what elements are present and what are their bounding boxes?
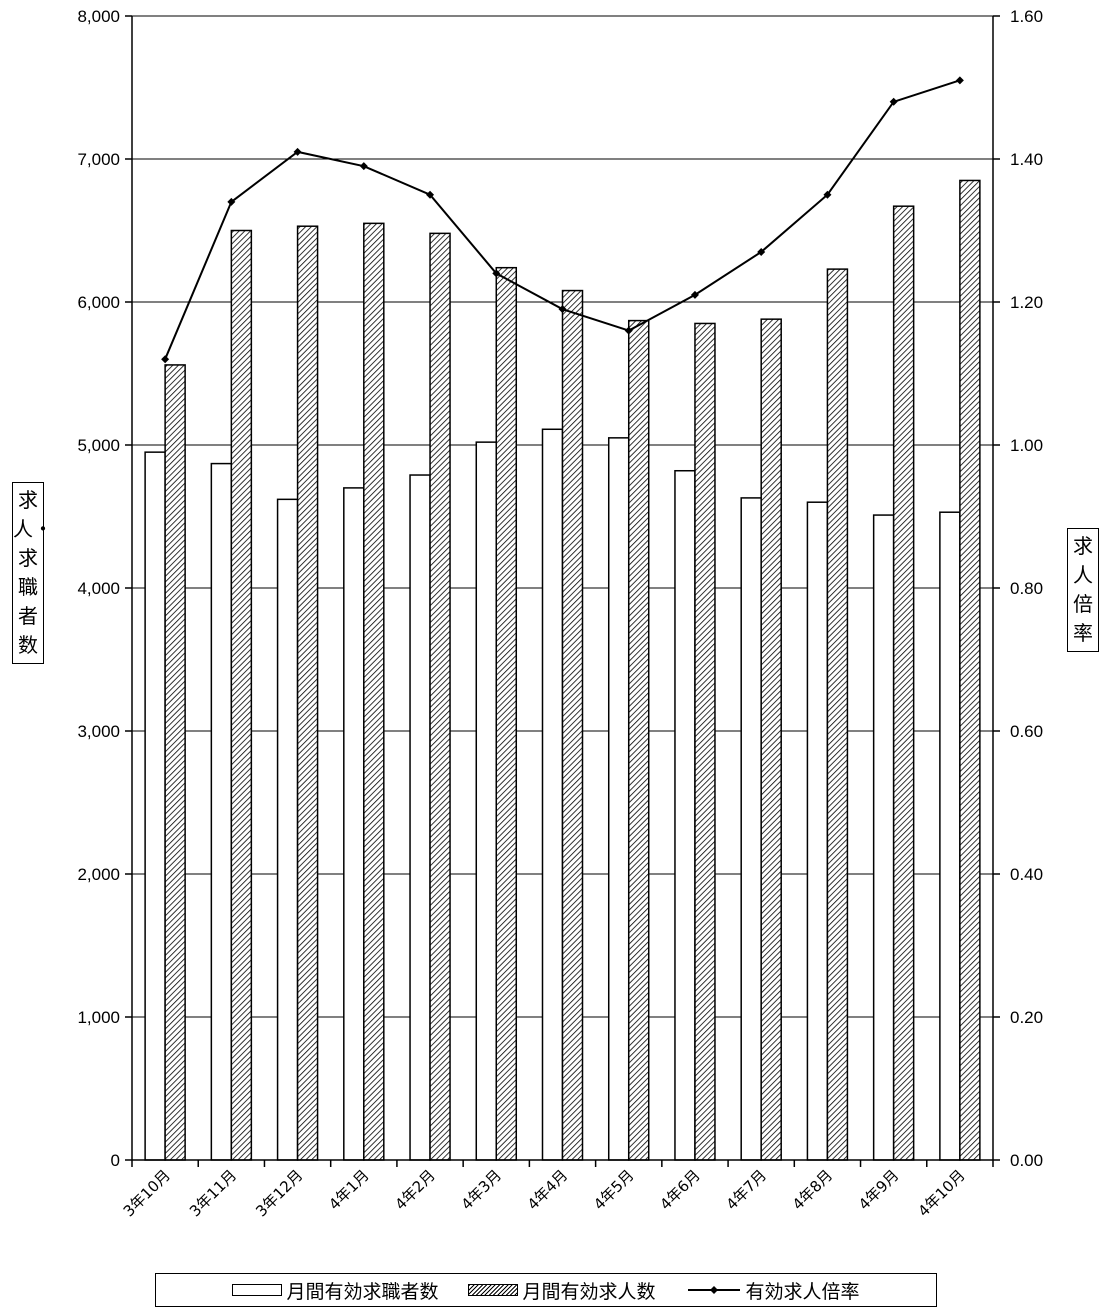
ratio-point bbox=[293, 147, 302, 156]
ratio-point bbox=[359, 162, 368, 171]
x-tick-label: 4年3月 bbox=[458, 1166, 505, 1213]
legend-label: 有効求人倍率 bbox=[745, 1280, 860, 1303]
legend-item-ratio: 有効求人倍率 bbox=[686, 1277, 860, 1304]
legend-label: 月間有効求人数 bbox=[522, 1280, 656, 1303]
x-tick-label: 4年8月 bbox=[789, 1166, 836, 1213]
bar-job-seekers bbox=[343, 487, 365, 1161]
x-tick-label: 4年7月 bbox=[723, 1166, 770, 1213]
y-tick-label: 5,000 bbox=[77, 436, 120, 455]
bar-job-seekers bbox=[475, 441, 498, 1161]
bar-job-seekers bbox=[409, 474, 431, 1161]
y2-tick-label: 0.80 bbox=[1010, 579, 1043, 598]
x-tick-label: 4年4月 bbox=[524, 1166, 571, 1213]
bar-job-seekers bbox=[740, 497, 762, 1161]
y-tick-label: 4,000 bbox=[77, 579, 120, 598]
y2-tick-label: 0.00 bbox=[1010, 1151, 1043, 1170]
bar-job-openings bbox=[164, 364, 186, 1161]
bar-job-seekers bbox=[872, 514, 895, 1161]
legend: 月間有効求職者数 月間有効求人数 有効求人倍率 bbox=[155, 1273, 937, 1307]
x-tick-label: 3年10月 bbox=[120, 1166, 174, 1220]
y-tick-label: 6,000 bbox=[77, 293, 120, 312]
y-tick-label: 7,000 bbox=[77, 150, 120, 169]
legend-swatch-plain bbox=[232, 1284, 283, 1296]
y-tick-label: 1,000 bbox=[77, 1008, 120, 1027]
x-tick-label: 4年6月 bbox=[656, 1166, 703, 1213]
x-tick-label: 4年10月 bbox=[915, 1166, 969, 1220]
y2-axis-title: 求人倍率 bbox=[1067, 528, 1099, 652]
ratio-point bbox=[690, 290, 699, 299]
bar-job-seekers bbox=[674, 469, 696, 1161]
x-tick-label: 4年2月 bbox=[391, 1166, 438, 1213]
bar-job-openings bbox=[892, 205, 915, 1161]
legend-label: 月間有効求職者数 bbox=[286, 1280, 439, 1303]
bar-job-openings bbox=[429, 232, 451, 1161]
y-tick-label: 8,000 bbox=[77, 7, 120, 26]
x-tick-label: 3年12月 bbox=[252, 1166, 306, 1220]
bar-job-openings bbox=[495, 266, 518, 1161]
bar-job-openings bbox=[694, 322, 716, 1161]
y2-tick-label: 0.20 bbox=[1010, 1008, 1043, 1027]
bar-job-openings bbox=[760, 318, 782, 1161]
legend-item-job-seekers: 月間有効求職者数 bbox=[232, 1277, 438, 1304]
x-tick-label: 4年5月 bbox=[590, 1166, 637, 1213]
chart: 0 1,000 2,000 3,000 4,000 5,000 6,000 7,000 8,00… bbox=[77, 7, 1043, 1220]
bar-job-seekers bbox=[541, 428, 564, 1161]
bar-job-seekers bbox=[607, 437, 630, 1161]
bar-job-seekers bbox=[210, 462, 233, 1161]
ratio-point bbox=[757, 247, 766, 256]
x-tick-label: 4年9月 bbox=[855, 1166, 902, 1213]
bar-job-openings bbox=[561, 289, 584, 1161]
y2-tick-label: 0.60 bbox=[1010, 722, 1043, 741]
y-axis-title: 求人・求職者数 bbox=[12, 482, 53, 664]
ratio-point bbox=[889, 97, 898, 106]
legend-swatch-hatch bbox=[468, 1284, 519, 1296]
x-tick-label: 4年1月 bbox=[325, 1166, 372, 1213]
bar-job-seekers bbox=[144, 451, 166, 1161]
y2-tick-label: 1.00 bbox=[1010, 436, 1043, 455]
ratio-point bbox=[823, 190, 832, 199]
ratio-point bbox=[624, 326, 633, 335]
bar-job-openings bbox=[230, 229, 253, 1161]
bar-job-openings bbox=[363, 222, 385, 1161]
y2-tick-label: 1.20 bbox=[1010, 293, 1043, 312]
y2-tick-label: 0.40 bbox=[1010, 865, 1043, 884]
ratio-point bbox=[426, 190, 435, 199]
bar-job-openings bbox=[826, 268, 849, 1161]
ratio-point bbox=[492, 269, 501, 278]
bar-job-seekers bbox=[806, 501, 829, 1161]
y-tick-label: 0 bbox=[111, 1151, 120, 1170]
x-tick-label: 3年11月 bbox=[186, 1166, 240, 1220]
y2-tick-label: 1.40 bbox=[1010, 150, 1043, 169]
y2-tick-label: 1.60 bbox=[1010, 7, 1043, 26]
legend-item-job-openings: 月間有効求人数 bbox=[468, 1277, 656, 1304]
ratio-point bbox=[955, 76, 964, 85]
ratio-point bbox=[558, 305, 567, 314]
bar-job-seekers bbox=[276, 498, 299, 1161]
legend-line-marker bbox=[687, 1286, 740, 1294]
bar-job-openings bbox=[959, 179, 981, 1161]
y-tick-label: 2,000 bbox=[77, 865, 120, 884]
bar-job-openings bbox=[627, 319, 650, 1161]
ratio-point bbox=[161, 355, 170, 364]
bar-job-seekers bbox=[939, 511, 961, 1161]
bar-job-openings bbox=[296, 225, 319, 1161]
y-tick-label: 3,000 bbox=[77, 722, 120, 741]
ratio-point bbox=[227, 197, 236, 206]
